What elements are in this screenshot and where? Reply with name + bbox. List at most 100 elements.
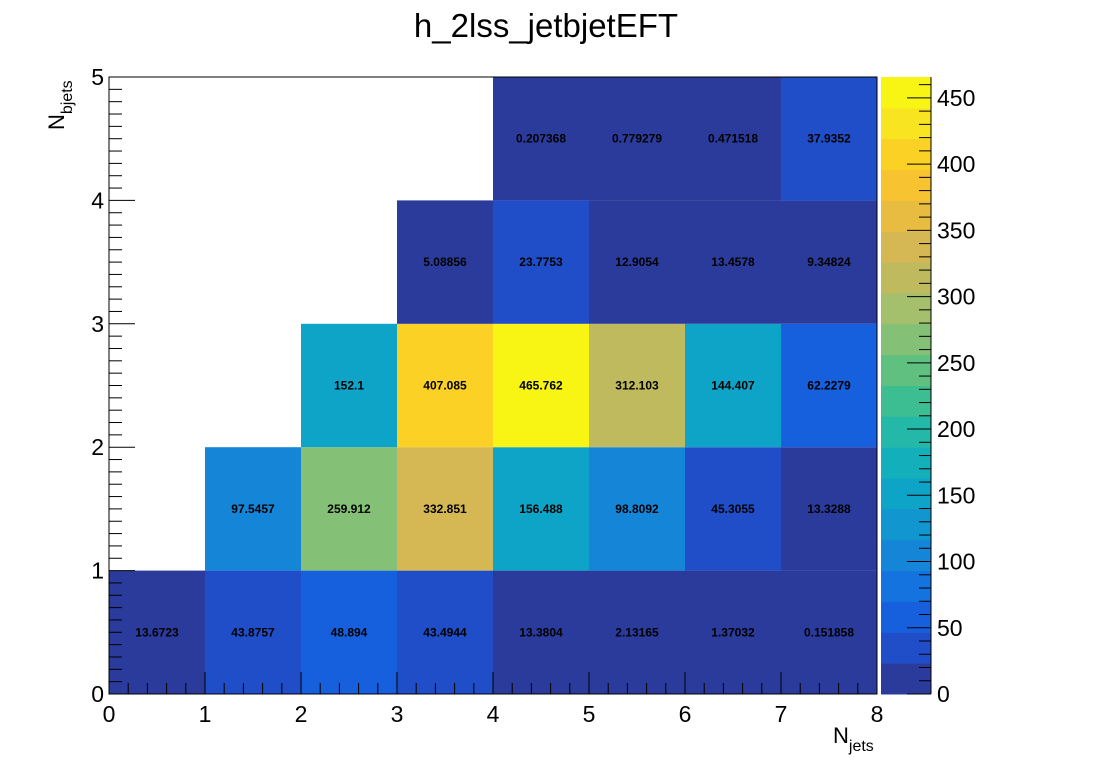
heatmap-cell-labels: 13.6723 43.8757 48.894 43.4944 13.3804 2.1316… [135,132,854,640]
cell-value-label: 13.6723 [135,625,179,639]
heatmap-cell [301,570,397,694]
heatmap-cell [781,323,877,448]
cell-value-label: 97.5457 [231,502,275,516]
heatmap-cell [589,570,685,694]
cell-value-label: 1.37032 [711,625,755,639]
colorbar-segment [881,354,931,386]
colorbar-tick-label: 450 [937,85,975,111]
colorbar: 0 50 100 150 200 250 300 350 400 450 [881,77,975,707]
x-axis-title: Njets [833,723,874,755]
heatmap-cell [493,200,589,324]
y-tick-label: 4 [91,187,104,213]
cell-value-label: 43.4944 [423,625,467,639]
colorbar-tick-label: 150 [937,482,975,508]
cell-value-label: 13.3804 [519,625,563,639]
colorbar-tick-label: 250 [937,350,975,376]
heatmap-cell [685,77,781,201]
colorbar-tick-label: 0 [937,681,950,707]
heatmap-cells [109,77,877,694]
heatmap-cell [589,447,685,571]
y-tick-label: 5 [91,64,104,90]
x-tick-label: 3 [391,701,404,727]
heatmap-cell [397,200,493,324]
cell-value-label: 62.2279 [807,379,851,393]
cell-value-label: 2.13165 [615,625,659,639]
colorbar-tick-label: 400 [937,151,975,177]
colorbar-segment [881,385,931,417]
cell-value-label: 332.851 [423,502,467,516]
x-tick-label: 5 [583,701,596,727]
cell-value-label: 156.488 [519,502,563,516]
x-tick-label: 2 [295,701,308,727]
colorbar-segment [881,632,931,664]
colorbar-segment [881,169,931,201]
y-tick-label: 2 [91,434,104,460]
cell-value-label: 5.08856 [423,255,467,269]
x-tick-label: 6 [679,701,692,727]
colorbar-segment [881,508,931,541]
colorbar-segment [881,138,931,171]
heatmap-cell [301,447,397,571]
heatmap-cell [781,200,877,324]
cell-value-label: 259.912 [327,502,371,516]
heatmap-cell [781,570,877,694]
colorbar-segment [881,323,931,356]
heatmap-cell [493,447,589,571]
heatmap-cell [493,77,589,201]
colorbar-segment [881,416,931,448]
colorbar-segment [881,663,931,695]
heatmap-cell [685,200,781,324]
cell-value-label: 0.779279 [612,132,662,146]
heatmap-cell [205,570,301,694]
heatmap-cell [589,323,685,448]
colorbar-segment [881,77,931,109]
colorbar-tick-label: 100 [937,549,975,575]
heatmap-cell [109,570,205,694]
cell-value-label: 45.3055 [711,502,755,516]
colorbar-segment [881,200,931,232]
cell-value-label: 12.9054 [615,255,659,269]
cell-value-label: 23.7753 [519,255,563,269]
x-tick-label: 1 [199,701,212,727]
colorbar-tick-label: 350 [937,217,975,243]
cell-value-label: 13.3288 [807,502,851,516]
cell-value-label: 465.762 [519,379,563,393]
cell-value-label: 43.8757 [231,625,275,639]
cell-value-label: 9.34824 [807,255,851,269]
colorbar-tick-label: 200 [937,416,975,442]
heatmap-cell [589,200,685,324]
heatmap-cell [397,570,493,694]
colorbar-segment [881,478,931,510]
cell-value-label: 407.085 [423,379,467,393]
heatmap-cell [493,323,589,448]
heatmap-cell [589,77,685,201]
colorbar-segment [881,262,931,294]
cell-value-label: 0.207368 [516,132,566,146]
y-tick-label: 0 [91,681,104,707]
cell-value-label: 48.894 [331,625,368,639]
colorbar-tick-label: 50 [937,615,963,641]
cell-value-label: 152.1 [334,379,364,393]
heatmap-cell [685,447,781,571]
y-tick-label: 3 [91,311,104,337]
cell-value-label: 98.8092 [615,502,659,516]
heatmap-cell [685,570,781,694]
colorbar-segment [881,231,931,263]
heatmap-cell [493,570,589,694]
colorbar-tick-label: 300 [937,284,975,310]
heatmap-cell [397,323,493,448]
x-axis: 0 1 2 3 4 5 6 7 8 [103,672,883,727]
cell-value-label: 0.471518 [708,132,758,146]
chart-title: h_2lss_jetbjetEFT [414,7,678,44]
heatmap-cell [685,323,781,448]
colorbar-segment [881,570,931,602]
cell-value-label: 13.4578 [711,255,755,269]
colorbar-segment [881,292,931,325]
y-axis-title: Nbjets [44,80,76,130]
heatmap-cell [781,447,877,571]
y-axis: 0 1 2 3 4 5 [91,64,135,707]
colorbar-segment [881,107,931,140]
x-tick-label: 0 [103,701,116,727]
heatmap-cell [397,447,493,571]
